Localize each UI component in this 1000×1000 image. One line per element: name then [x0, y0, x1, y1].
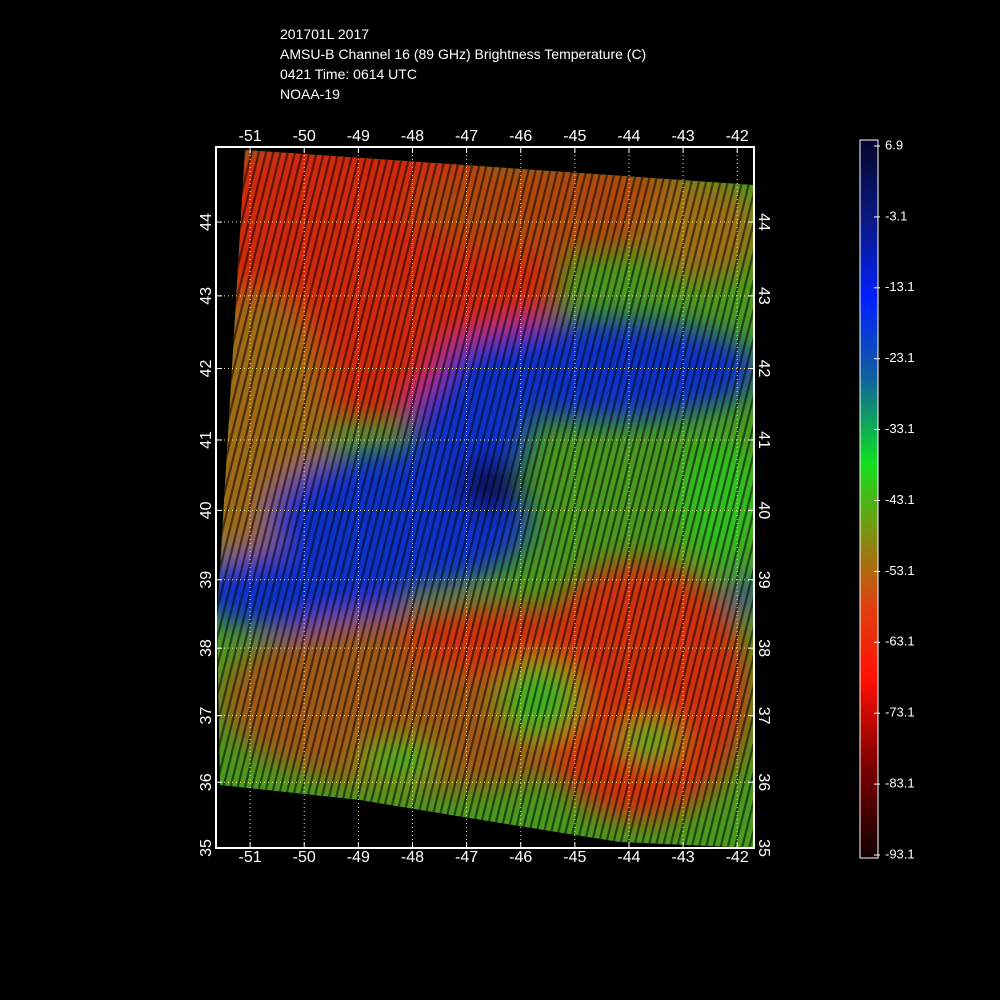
colorbar-tick-label: 6.9: [885, 137, 903, 152]
lat-tick-label: 38: [755, 639, 772, 657]
colorbar-tick-label: -63.1: [885, 634, 915, 649]
lat-tick-label: 36: [198, 773, 215, 791]
lon-tick-label: -45: [563, 849, 586, 866]
lat-tick-label: 39: [198, 571, 215, 589]
colorbar-tick-label: -43.1: [885, 492, 915, 507]
lon-tick-label: -51: [239, 128, 262, 145]
lon-tick-label: -46: [509, 849, 532, 866]
colorbar-tick-label: -13.1: [885, 279, 915, 294]
colorbar-tick-label: -33.1: [885, 421, 915, 436]
lat-tick-label: 37: [755, 707, 772, 725]
lat-tick-label: 44: [755, 213, 772, 231]
lat-tick-label: 40: [198, 501, 215, 519]
lat-tick-label: 39: [755, 571, 772, 589]
lon-tick-label: -51: [239, 849, 262, 866]
lat-tick-label: 41: [198, 431, 215, 449]
colorbar-ticks: 6.9 -3.1 -13.1 -23.1 -33.1 -43.1 -53.1 -63.1 -73…: [874, 137, 915, 861]
lon-tick-label: -43: [672, 849, 695, 866]
lon-tick-label: -49: [347, 128, 370, 145]
lon-tick-label: -44: [617, 849, 640, 866]
lon-tick-label: -42: [726, 128, 749, 145]
lon-tick-label: -46: [509, 128, 532, 145]
header-line: 0421 Time: 0614 UTC: [280, 66, 417, 82]
lat-tick-label: 38: [198, 639, 215, 657]
lat-tick-label: 40: [755, 501, 772, 519]
header-line: 201701L 2017: [280, 26, 369, 42]
lat-tick-label: 41: [755, 431, 772, 449]
lat-tick-label: 42: [198, 359, 215, 377]
header: 201701L 2017 AMSU-B Channel 16 (89 GHz) …: [280, 26, 646, 102]
lon-tick-label: -47: [455, 128, 478, 145]
lat-tick-label: 43: [755, 287, 772, 305]
lon-tick-label: -42: [726, 849, 749, 866]
lon-tick-label: -45: [563, 128, 586, 145]
map-frame: [215, 146, 755, 849]
colorbar: [859, 139, 879, 859]
lon-tick-label: -50: [293, 128, 316, 145]
lat-tick-label: 43: [198, 287, 215, 305]
lat-tick-label: 36: [755, 773, 772, 791]
colorbar-tick-label: -73.1: [885, 705, 915, 720]
header-line: AMSU-B Channel 16 (89 GHz) Brightness Te…: [280, 46, 646, 62]
colorbar-tick-label: -23.1: [885, 350, 915, 365]
lat-tick-label: 35: [198, 839, 215, 857]
header-line: NOAA-19: [280, 86, 340, 102]
lon-tick-label: -43: [672, 128, 695, 145]
lon-tick-label: -50: [293, 849, 316, 866]
lon-tick-label: -47: [455, 849, 478, 866]
colorbar-tick-label: -93.1: [885, 846, 915, 861]
lon-tick-label: -48: [401, 128, 424, 145]
lat-tick-label: 35: [755, 839, 772, 857]
colorbar-tick-label: -3.1: [885, 208, 907, 223]
lat-tick-label: 37: [198, 707, 215, 725]
colorbar-tick-label: -53.1: [885, 563, 915, 578]
lon-tick-label: -49: [347, 849, 370, 866]
lat-tick-label: 44: [198, 213, 215, 231]
lat-tick-label: 42: [755, 360, 772, 378]
colorbar-tick-label: -83.1: [885, 776, 915, 791]
lon-tick-label: -48: [401, 849, 424, 866]
lon-tick-label: -44: [617, 128, 640, 145]
